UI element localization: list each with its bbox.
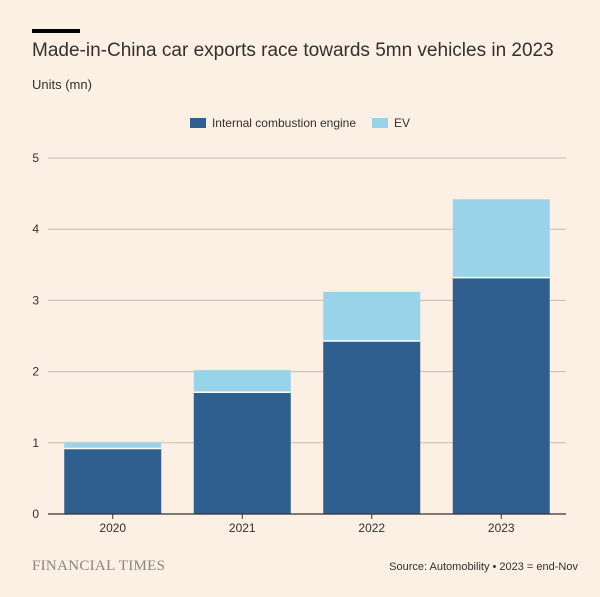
- y-tick-label-2: 2: [32, 365, 39, 379]
- source-note: Source: Automobility • 2023 = end-Nov: [389, 561, 578, 573]
- bar-2023-ice: [452, 277, 550, 514]
- bar-2023-ev: [452, 199, 550, 278]
- x-tick-label-2023: 2023: [488, 521, 515, 535]
- y-tick-label-1: 1: [32, 436, 39, 450]
- chart-subtitle: Units (mn): [32, 77, 92, 92]
- y-tick-label-4: 4: [32, 222, 39, 236]
- top-rule: [32, 29, 80, 33]
- bar-2020-ev: [64, 442, 162, 449]
- legend-swatch-ev: [372, 118, 389, 128]
- y-tick-label-0: 0: [32, 507, 39, 521]
- x-tick-label-2022: 2022: [358, 521, 385, 535]
- x-tick-label-2020: 2020: [99, 521, 126, 535]
- legend: Internal combustion engine EV: [0, 115, 600, 131]
- bar-2022-ice: [323, 340, 421, 514]
- legend-item-ice: Internal combustion engine: [189, 115, 357, 131]
- x-tick-label-2021: 2021: [229, 521, 256, 535]
- legend-swatch-ice: [189, 118, 206, 128]
- bar-2021-ev: [193, 370, 291, 393]
- y-tick-label-5: 5: [32, 151, 39, 165]
- ft-brand-logo: FINANCIAL TIMES: [32, 558, 166, 574]
- legend-label-ev: EV: [394, 116, 411, 130]
- bar-2022-ev: [323, 291, 421, 341]
- legend-label-ice: Internal combustion engine: [211, 116, 357, 130]
- y-tick-label-3: 3: [32, 293, 39, 307]
- legend-item-ev: EV: [372, 115, 410, 131]
- chart-title: Made-in-China car exports race towards 5…: [32, 40, 554, 61]
- bar-2021-ice: [193, 392, 291, 514]
- bar-2020-ice: [64, 448, 162, 514]
